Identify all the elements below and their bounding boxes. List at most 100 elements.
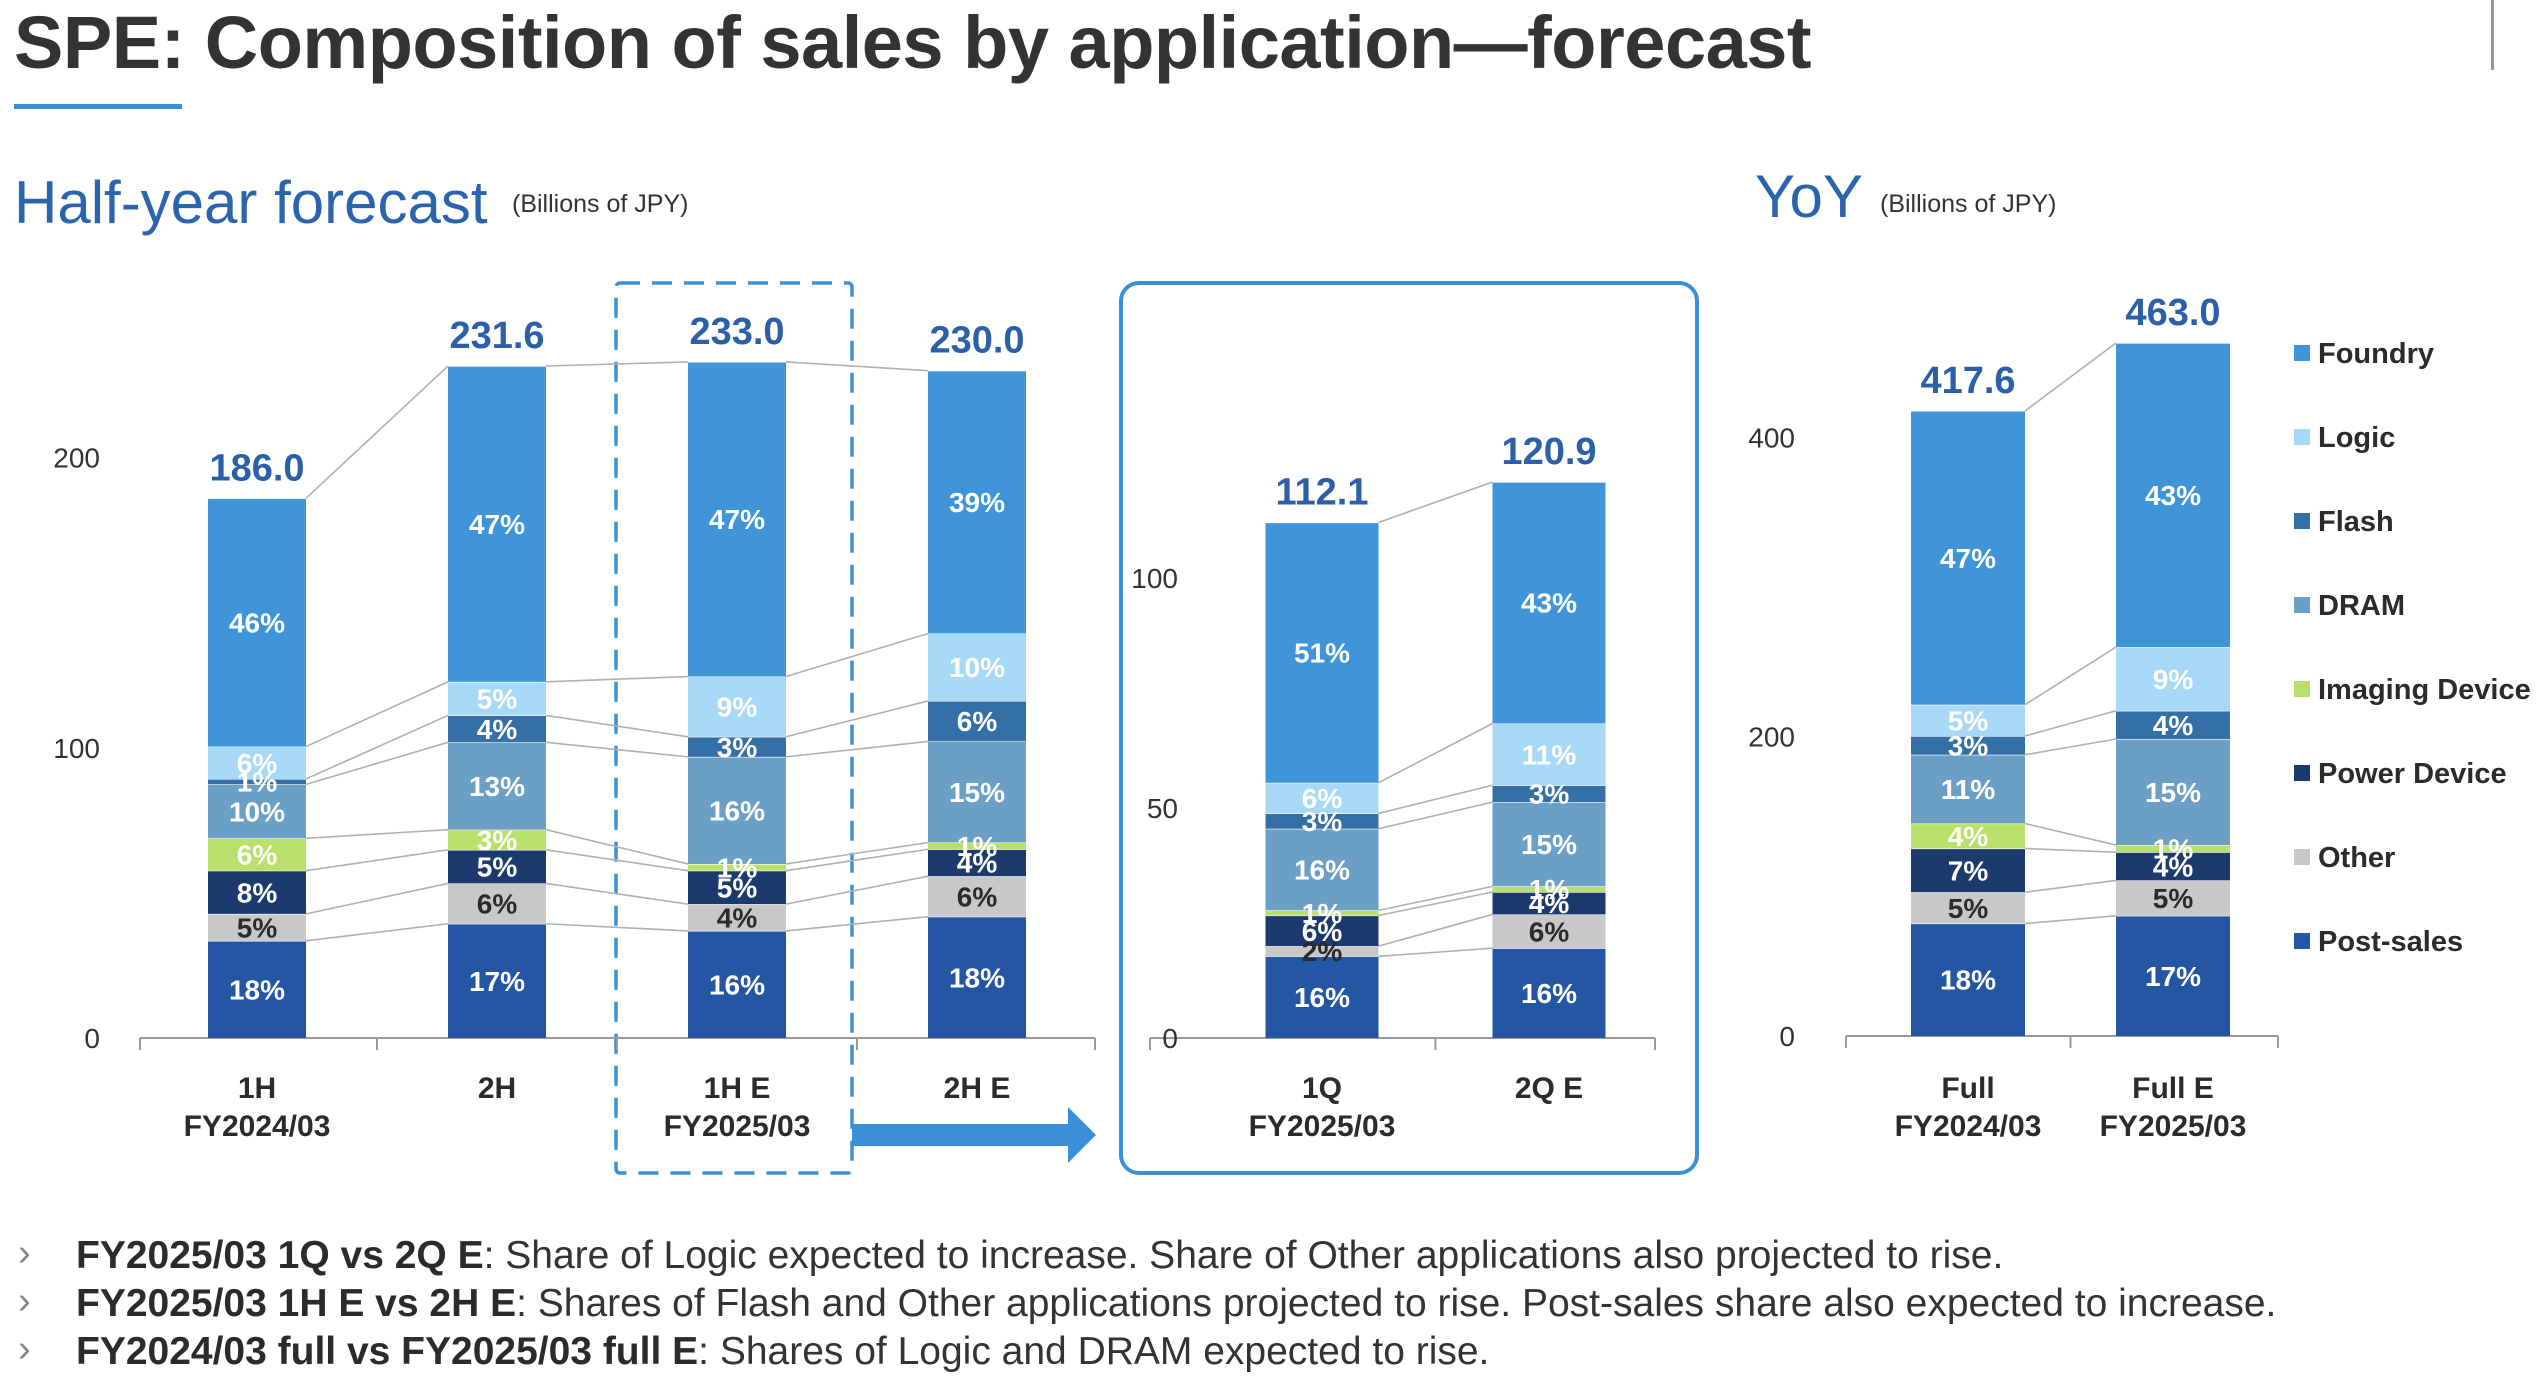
bullet-text: : Shares of Flash and Other applications… <box>516 1282 2277 1325</box>
percent-label: 6% <box>957 706 998 737</box>
category-label: FY2025/03 <box>2100 1110 2247 1143</box>
percent-label: 15% <box>949 777 1005 808</box>
percent-label: 18% <box>949 962 1005 993</box>
bar-segment-power-device <box>2116 852 2230 881</box>
connector-line <box>785 361 929 372</box>
percent-label: 5% <box>717 872 758 903</box>
category-label: FY2025/03 <box>1249 1110 1396 1143</box>
bar-segment-power-device <box>1911 848 2025 893</box>
connector-line <box>1378 801 1493 830</box>
connector-line <box>2024 342 2117 412</box>
bullet-text: : Shares of Logic and DRAM expected to r… <box>698 1330 1490 1373</box>
bar-segment-dram <box>928 741 1026 843</box>
title-underline <box>14 104 182 109</box>
bullet-item: › FY2025/03 1Q vs 2Q E: Share of Logic ex… <box>18 1232 2276 1282</box>
bar-segment-foundry <box>688 361 786 677</box>
connector-line <box>545 922 689 932</box>
y-tick-label: 0 <box>1162 1023 1178 1054</box>
percent-label: 4% <box>1948 821 1989 852</box>
chevron-right-icon: › <box>18 1232 31 1274</box>
connector-line <box>305 849 449 872</box>
percent-label: 6% <box>1529 916 1570 947</box>
connector-line <box>305 741 449 786</box>
bar-segment-other <box>1265 946 1379 957</box>
category-label: Full <box>1941 1072 1994 1105</box>
connector-line <box>785 848 929 872</box>
connector-line <box>2024 847 2117 853</box>
percent-label: 5% <box>237 912 278 943</box>
bar-segment-flash <box>448 715 546 743</box>
percent-label: 8% <box>237 877 278 908</box>
legend-label: Logic <box>2318 422 2395 454</box>
category-label: 1Q <box>1302 1072 1342 1105</box>
legend-label: Other <box>2318 842 2395 874</box>
yoy-title: YoY <box>1755 163 1863 230</box>
connector-line <box>545 849 689 872</box>
percent-label: 13% <box>469 771 525 802</box>
bar-total-label: 233.0 <box>689 311 784 353</box>
percent-label: 15% <box>1521 829 1577 860</box>
percent-label: 6% <box>237 840 278 871</box>
bar-segment-foundry <box>928 370 1026 634</box>
bar-segment-flash <box>688 736 786 757</box>
connector-line <box>785 915 929 932</box>
bullet-item: › FY2025/03 1H E vs 2H E: Shares of Flash… <box>18 1280 2277 1330</box>
bar-segment-logic <box>928 633 1026 701</box>
bar-segment-dram <box>2116 739 2230 846</box>
bullet-bold: FY2025/03 1Q vs 2Q E <box>76 1234 484 1277</box>
percent-label: 46% <box>229 607 285 638</box>
connector-line <box>2024 646 2117 706</box>
category-label: FY2024/03 <box>1895 1110 2042 1143</box>
y-tick-label: 200 <box>1748 722 1795 753</box>
bar-segment-post-sales <box>688 930 786 1038</box>
percent-label: 18% <box>229 974 285 1005</box>
bar-segment-logic <box>448 681 546 716</box>
category-label: 1H <box>238 1072 276 1105</box>
percent-label: 5% <box>477 684 518 715</box>
bar-segment-post-sales <box>208 940 306 1038</box>
bullet-text: : Share of Logic expected to increase. S… <box>483 1234 2004 1277</box>
bar-total-label: 230.0 <box>929 320 1024 362</box>
percent-label: 16% <box>1521 978 1577 1009</box>
percent-label: 5% <box>1948 893 1989 924</box>
percent-label: 1% <box>1529 874 1570 905</box>
legend-label: Post-sales <box>2318 926 2463 958</box>
bar-segment-logic <box>208 746 306 779</box>
connector-line <box>2024 822 2117 846</box>
connector-line <box>785 875 929 905</box>
percent-label: 1% <box>2153 834 2194 865</box>
chevron-right-icon: › <box>18 1280 31 1322</box>
divider-line <box>2491 0 2494 70</box>
percent-label: 5% <box>477 852 518 883</box>
legend-swatch <box>2294 429 2310 445</box>
yoy-unit: (Billions of JPY) <box>1880 190 2057 218</box>
legend-swatch <box>2294 345 2310 361</box>
percent-label: 9% <box>2153 664 2194 695</box>
bar-segment-power-device <box>928 849 1026 877</box>
connector-line <box>1378 784 1493 815</box>
bar-segment-other <box>1492 914 1606 949</box>
legend-swatch <box>2294 681 2310 697</box>
bar-segment-imaging-device <box>1492 886 1606 892</box>
connector-line <box>2024 709 2117 737</box>
bar-segment-power-device <box>448 849 546 884</box>
bar-segment-flash <box>928 700 1026 742</box>
bar-total-label: 112.1 <box>1276 471 1369 513</box>
bar-segment-flash <box>1492 785 1606 803</box>
bullet-item: › FY2024/03 full vs FY2025/03 full E: Sha… <box>18 1328 2276 1378</box>
bar-segment-foundry <box>448 366 546 682</box>
y-tick-label: 400 <box>1748 422 1795 453</box>
y-tick-label: 100 <box>53 733 100 764</box>
bar-segment-logic <box>2116 647 2230 711</box>
percent-label: 9% <box>717 692 758 723</box>
percent-label: 17% <box>2145 961 2201 992</box>
percent-label: 2% <box>1302 936 1343 967</box>
connector-line <box>305 922 449 942</box>
percent-label: 4% <box>2153 710 2194 741</box>
bar-segment-other <box>2116 880 2230 916</box>
category-label: FY2024/03 <box>184 1110 331 1143</box>
percent-label: 4% <box>957 848 998 879</box>
bar-segment-foundry <box>1265 522 1379 783</box>
percent-label: 3% <box>1529 779 1570 810</box>
